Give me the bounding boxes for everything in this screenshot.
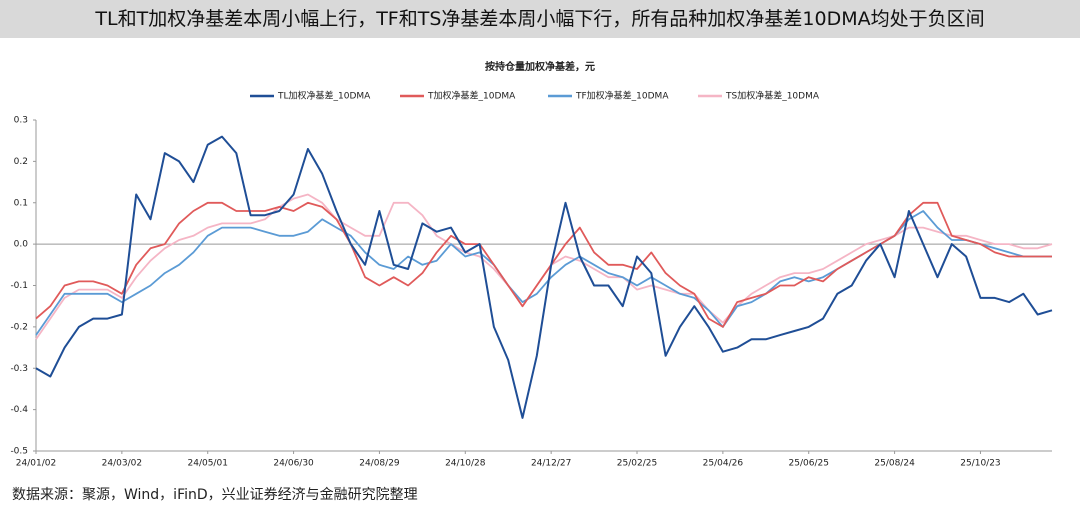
legend-label: TL加权净基差_10DMA bbox=[277, 90, 371, 102]
legend-label: TS加权净基差_10DMA bbox=[725, 90, 820, 102]
y-tick-label: 0.3 bbox=[14, 116, 28, 126]
x-tick-label: 25/06/25 bbox=[789, 459, 829, 469]
x-tick-label: 25/10/23 bbox=[960, 459, 1000, 469]
y-tick-label: -0.2 bbox=[10, 322, 28, 332]
x-tick-label: 25/02/25 bbox=[617, 459, 657, 469]
y-tick-label: 0.1 bbox=[14, 198, 28, 208]
y-tick-label: -0.1 bbox=[10, 281, 28, 291]
legend-label: TF加权净基差_10DMA bbox=[575, 90, 669, 102]
y-tick-label: 0.0 bbox=[14, 240, 29, 250]
y-tick-label: -0.3 bbox=[10, 364, 28, 374]
x-tick-label: 25/04/26 bbox=[703, 459, 744, 469]
x-tick-label: 24/08/29 bbox=[359, 459, 400, 469]
y-tick-label: -0.4 bbox=[10, 405, 28, 415]
chart: 按持仓量加权净基差，元 -0.5 -0.4 -0.3 -0.2 -0.1 0.0 0.1 0.… bbox=[10, 60, 1053, 469]
x-tick-label: 24/12/27 bbox=[531, 459, 571, 469]
chart-title: TL和T加权净基差本周小幅上行，TF和TS净基差本周小幅下行，所有品种加权净基差… bbox=[95, 8, 985, 30]
legend-label: T加权净基差_10DMA bbox=[427, 90, 516, 102]
x-tick-label: 24/10/28 bbox=[445, 459, 486, 469]
y-tick-label: -0.5 bbox=[10, 447, 28, 457]
x-tick-label: 25/08/24 bbox=[874, 459, 915, 469]
x-tick-label: 24/06/30 bbox=[273, 459, 314, 469]
x-tick-label: 24/03/02 bbox=[102, 459, 142, 469]
title-bar: TL和T加权净基差本周小幅上行，TF和TS净基差本周小幅下行，所有品种加权净基差… bbox=[0, 0, 1080, 38]
series-line bbox=[35, 135, 1053, 419]
source-note: 数据来源：聚源，Wind，iFinD，兴业证券经济与金融研究院整理 bbox=[12, 487, 418, 503]
x-tick-label: 24/05/01 bbox=[188, 459, 228, 469]
series-line bbox=[35, 201, 1052, 328]
x-tick-label: 24/01/02 bbox=[16, 459, 56, 469]
chart-subtitle: 按持仓量加权净基差，元 bbox=[485, 60, 595, 73]
y-tick-label: 0.2 bbox=[14, 157, 28, 167]
